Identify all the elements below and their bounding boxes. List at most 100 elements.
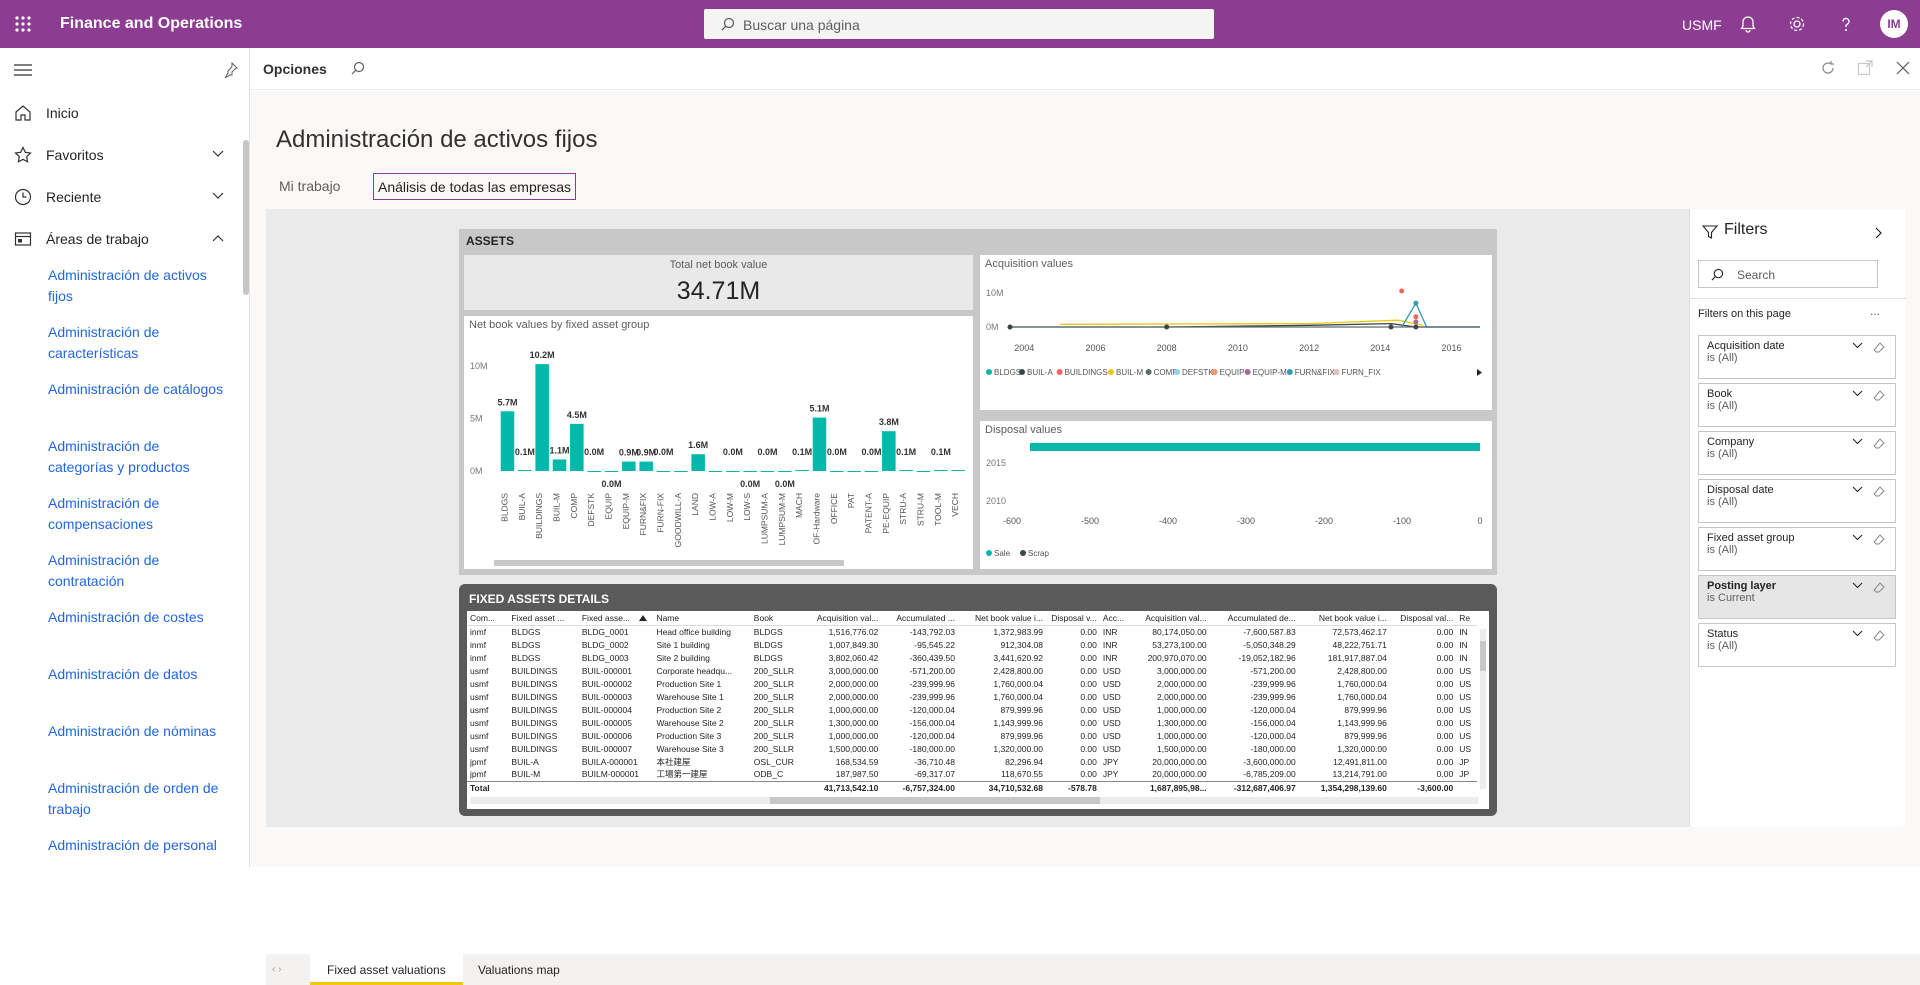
column-header[interactable]: Acc... [1099,611,1133,626]
tab-all-companies-analysis[interactable]: Análisis de todas las empresas [373,173,576,200]
filter-card[interactable]: Company is (All) [1698,431,1896,475]
tab-my-work[interactable]: Mi trabajo [279,178,341,194]
app-launcher-icon[interactable] [13,14,33,34]
table-row[interactable]: inmf BLDGS BLDG_0003 Site 2 building BLDGS 3,… [467,651,1477,664]
chevron-down-icon[interactable] [1852,390,1863,397]
more-options-icon[interactable]: ... [1870,304,1881,318]
bell-icon[interactable] [1738,14,1758,34]
net-book-chart[interactable]: Net book values by fixed asset group 10M… [464,316,973,569]
table-row[interactable]: usmf BUILDINGS BUIL-000002 Production Site … [467,677,1477,690]
column-header[interactable]: Name [653,611,751,626]
column-header[interactable]: Disposal val... [1389,611,1457,626]
details-table[interactable]: Com... Fixed asset ... Fixed asse... Name Bo… [467,611,1477,794]
sort-ascending-icon[interactable] [639,615,647,621]
report-page-tab[interactable]: Valuations map [478,963,560,977]
chevron-down-icon[interactable] [1852,582,1863,589]
disposal-chart-svg[interactable]: 2015 2010 -600 -500 -400 -300 -200 -100 0 Sale Scr… [980,421,1492,569]
table-horizontal-scrollbar[interactable] [470,797,1478,804]
table-row[interactable]: usmf BUILDINGS BUIL-000001 Corporate headqu… [467,664,1477,677]
column-header[interactable]: Re [1456,611,1477,626]
column-header[interactable]: Acquisition val... [1133,611,1210,626]
app-title[interactable]: Finance and Operations [60,15,243,32]
acquisition-chart-svg[interactable]: 10M 0M 2004 2006 2008 2010 2012 2014 2016 BLDGS BU… [980,255,1492,410]
column-header[interactable]: Disposal v... [1046,611,1100,626]
column-header[interactable]: Net book value i... [957,611,1046,626]
nav-scrollbar[interactable] [243,140,249,295]
report-page-tab[interactable]: Fixed asset valuations [310,954,463,985]
close-icon[interactable] [1895,60,1911,76]
page-search-input[interactable]: Buscar una página [704,9,1214,39]
workspace-link[interactable]: Administración de catálogos [48,381,224,397]
table-row[interactable]: usmf BUILDINGS BUIL-000004 Production Site … [467,703,1477,716]
gear-icon[interactable] [1787,14,1807,34]
eraser-icon[interactable] [1873,390,1885,402]
kpi-card[interactable]: Total net book value 34.71M [464,255,973,310]
workspace-link[interactable]: Administración de costes [48,609,204,625]
chevron-down-icon[interactable] [212,192,224,200]
column-header[interactable]: Book [750,611,803,626]
help-icon[interactable] [1836,14,1856,34]
chevron-down-icon[interactable] [212,150,224,158]
user-avatar[interactable]: IM [1880,10,1908,38]
options-label[interactable]: Opciones [263,61,327,77]
table-row[interactable]: inmf BLDGS BLDG_0002 Site 1 building BLDGS 1,… [467,638,1477,651]
eraser-icon[interactable] [1873,342,1885,354]
table-row[interactable]: usmf BUILDINGS BUIL-000007 Warehouse Site 3… [467,742,1477,755]
acquisition-chart[interactable]: Acquisition values 10M 0M 2004 2006 2008 2010… [980,255,1492,410]
company-picker[interactable]: USMF [1682,17,1722,33]
workspace-link[interactable]: Administración de orden de trabajo [48,780,219,817]
chevron-right-icon[interactable] [1875,227,1883,239]
table-row[interactable]: usmf BUILDINGS BUIL-000006 Production Site … [467,729,1477,742]
workspace-link[interactable]: Administración de nóminas [48,723,217,739]
eraser-icon[interactable] [1873,534,1885,546]
filter-card[interactable]: Fixed asset group is (All) [1698,527,1896,571]
refresh-icon[interactable] [1820,60,1836,76]
chevron-down-icon[interactable] [1852,486,1863,493]
workspace-link[interactable]: Administración de datos [48,666,198,682]
table-scrollbar[interactable] [1480,629,1486,789]
eraser-icon[interactable] [1873,582,1885,594]
filter-card[interactable]: Status is (All) [1698,623,1896,667]
filter-card[interactable]: Acquisition date is (All) [1698,335,1896,379]
filters-search-input[interactable]: Search [1698,260,1878,288]
chevron-down-icon[interactable] [1852,534,1863,541]
nav-item-recent[interactable]: Reciente [0,182,240,212]
workspace-link[interactable]: Administración de personal [48,837,217,853]
table-row[interactable]: usmf BUILDINGS BUIL-000003 Warehouse Site 1… [467,690,1477,703]
workspace-link[interactable]: Administración de categorías y productos [48,438,190,475]
eraser-icon[interactable] [1873,630,1885,642]
table-row[interactable]: jpmf BUIL-M BUILM-000001 工場第一建屋 ODB_C 187,987… [467,768,1477,781]
pin-icon[interactable] [224,62,238,78]
column-header[interactable]: Fixed asse... [578,611,654,626]
disposal-chart[interactable]: Disposal values 2015 2010 -600 -500 -400 -300… [980,421,1492,569]
nav-item-favorites[interactable]: Favoritos [0,140,240,170]
page-nav-arrows[interactable]: ‹ › [272,964,282,975]
filter-card[interactable]: Disposal date is (All) [1698,479,1896,523]
column-header[interactable]: Accumulated ... [881,611,958,626]
table-row[interactable]: usmf BUILDINGS BUIL-000005 Warehouse Site 2… [467,716,1477,729]
column-header[interactable]: Accumulated de... [1209,611,1299,626]
eraser-icon[interactable] [1873,438,1885,450]
chevron-down-icon[interactable] [1852,630,1863,637]
table-row[interactable]: jpmf BUIL-A BUILA-000001 本社建屋 OSL_CUR 168,534… [467,755,1477,768]
filter-card[interactable]: Book is (All) [1698,383,1896,427]
workspace-link[interactable]: Administración de compensaciones [48,495,160,532]
chevron-up-icon[interactable] [212,234,224,242]
chevron-down-icon[interactable] [1852,342,1863,349]
column-header[interactable]: Com... [467,611,509,626]
details-table-wrap[interactable]: Com... Fixed asset ... Fixed asse... Name Bo… [467,611,1489,809]
search-icon[interactable] [351,61,365,75]
nav-item-home[interactable]: Inicio [0,98,240,128]
chevron-down-icon[interactable] [1852,438,1863,445]
workspace-link[interactable]: Administración de características [48,324,160,361]
column-header[interactable]: Fixed asset ... [508,611,579,626]
nav-item-workspaces[interactable]: Áreas de trabajo [0,224,240,254]
column-header[interactable]: Acquisition val... [802,611,882,626]
eraser-icon[interactable] [1873,486,1885,498]
open-new-window-icon[interactable] [1857,60,1873,76]
hamburger-icon[interactable] [14,63,32,77]
workspace-link[interactable]: Administración de activos fijos [48,267,207,304]
column-header[interactable]: Net book value i... [1298,611,1390,626]
net-book-chart-svg[interactable]: 10M 5M 0M 5.7M BLDGS 0.1M BUIL-A 10.2M BUILDINGS… [464,316,973,569]
workspace-link[interactable]: Administración de contratación [48,552,160,589]
